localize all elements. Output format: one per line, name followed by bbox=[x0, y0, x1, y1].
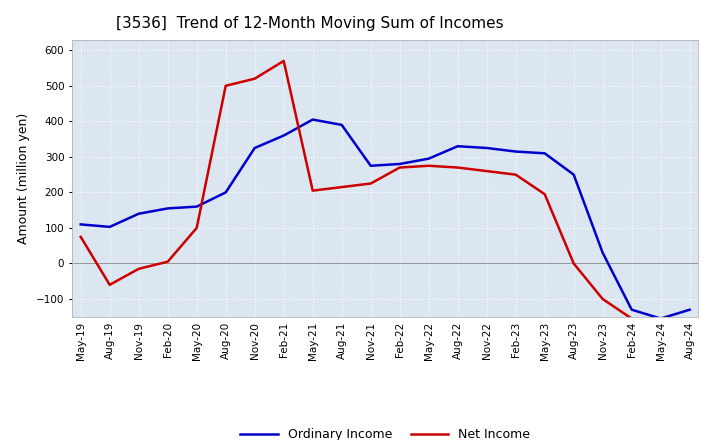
Net Income bbox=[76, 234, 85, 239]
Ordinary Income bbox=[338, 122, 346, 128]
Ordinary Income bbox=[105, 224, 114, 230]
Net Income bbox=[192, 225, 201, 231]
Ordinary Income bbox=[395, 161, 404, 167]
Net Income bbox=[251, 76, 259, 81]
Ordinary Income bbox=[424, 156, 433, 161]
Net Income bbox=[570, 261, 578, 266]
Net Income bbox=[627, 316, 636, 321]
Net Income bbox=[366, 181, 375, 186]
Ordinary Income bbox=[135, 211, 143, 216]
Net Income bbox=[105, 282, 114, 287]
Ordinary Income bbox=[685, 307, 694, 312]
Ordinary Income bbox=[163, 206, 172, 211]
Ordinary Income bbox=[221, 190, 230, 195]
Net Income bbox=[279, 58, 288, 63]
Ordinary Income bbox=[251, 145, 259, 150]
Line: Ordinary Income: Ordinary Income bbox=[81, 120, 690, 319]
Ordinary Income bbox=[627, 307, 636, 312]
Net Income bbox=[221, 83, 230, 88]
Net Income bbox=[424, 163, 433, 169]
Net Income bbox=[657, 323, 665, 328]
Ordinary Income bbox=[482, 145, 491, 150]
Net Income bbox=[395, 165, 404, 170]
Line: Net Income: Net Income bbox=[81, 61, 690, 326]
Ordinary Income bbox=[454, 143, 462, 149]
Ordinary Income bbox=[541, 150, 549, 156]
Net Income bbox=[135, 266, 143, 271]
Ordinary Income bbox=[657, 316, 665, 321]
Net Income bbox=[163, 259, 172, 264]
Text: [3536]  Trend of 12-Month Moving Sum of Incomes: [3536] Trend of 12-Month Moving Sum of I… bbox=[116, 16, 503, 32]
Y-axis label: Amount (million yen): Amount (million yen) bbox=[17, 113, 30, 244]
Net Income bbox=[511, 172, 520, 177]
Net Income bbox=[598, 297, 607, 302]
Ordinary Income bbox=[366, 163, 375, 169]
Ordinary Income bbox=[279, 133, 288, 138]
Net Income bbox=[308, 188, 317, 193]
Ordinary Income bbox=[76, 222, 85, 227]
Ordinary Income bbox=[570, 172, 578, 177]
Ordinary Income bbox=[598, 250, 607, 256]
Net Income bbox=[338, 184, 346, 190]
Net Income bbox=[482, 169, 491, 174]
Ordinary Income bbox=[308, 117, 317, 122]
Legend: Ordinary Income, Net Income: Ordinary Income, Net Income bbox=[240, 429, 530, 440]
Ordinary Income bbox=[192, 204, 201, 209]
Net Income bbox=[685, 319, 694, 325]
Net Income bbox=[541, 191, 549, 197]
Ordinary Income bbox=[511, 149, 520, 154]
Net Income bbox=[454, 165, 462, 170]
